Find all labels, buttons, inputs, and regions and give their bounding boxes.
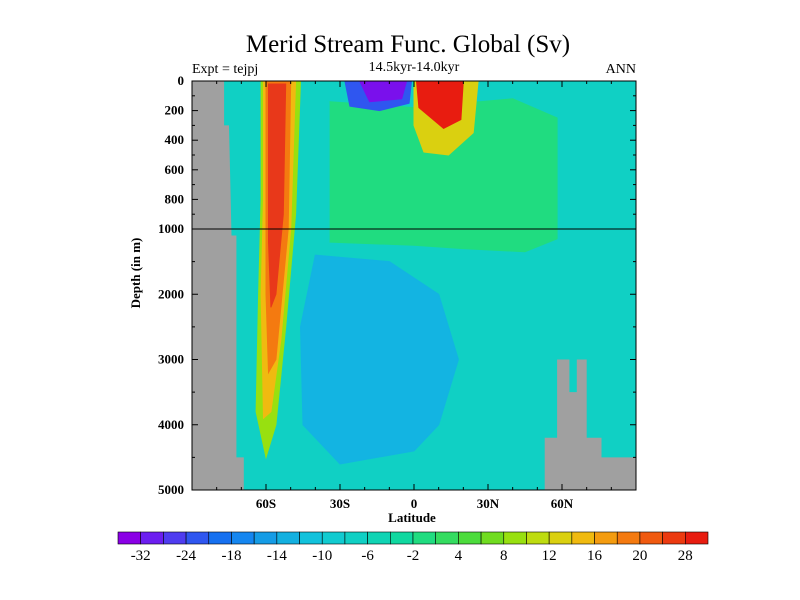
- colorbar-label: 20: [632, 548, 647, 564]
- y-tick-label: 600: [165, 162, 185, 177]
- colorbar-swatch: [526, 531, 550, 545]
- y-tick-label: 5000: [158, 482, 184, 497]
- y-tick-label: 400: [165, 132, 185, 147]
- x-tick-label: 30N: [477, 496, 500, 511]
- colorbar-swatch: [163, 531, 187, 545]
- colorbar-label: 16: [587, 548, 603, 564]
- chart-title: Merid Stream Func. Global (Sv): [246, 31, 570, 58]
- season-label: ANN: [606, 62, 636, 77]
- experiment-label: Expt = tejpj: [192, 62, 258, 77]
- x-axis-label: Latitude: [388, 510, 436, 525]
- colorbar-swatch: [458, 531, 482, 545]
- plot-area: [192, 80, 636, 490]
- y-tick-label: 2000: [158, 286, 184, 301]
- land-mask: [192, 81, 244, 490]
- colorbar-swatch: [253, 531, 278, 545]
- x-tick-label: 60N: [551, 496, 574, 511]
- colorbar-swatch: [117, 531, 141, 545]
- x-tick-label: 0: [411, 496, 418, 511]
- y-axis-label: Depth (in m): [128, 238, 143, 309]
- y-tick-label: 0: [178, 73, 185, 88]
- contour-region: [268, 83, 287, 308]
- colorbar-swatch: [231, 531, 255, 545]
- colorbar-label: -24: [176, 548, 196, 564]
- colorbar-swatch: [594, 531, 618, 545]
- colorbar-swatch: [548, 531, 573, 545]
- colorbar-swatch: [639, 531, 663, 545]
- x-tick-label: 30S: [330, 496, 350, 511]
- time-range-label: 14.5kyr-14.0kyr: [369, 60, 460, 75]
- colorbar-swatch: [412, 531, 436, 545]
- colorbar-label: -10: [312, 548, 332, 564]
- colorbar-label: 12: [542, 548, 557, 564]
- colorbar-swatch: [276, 531, 300, 545]
- colorbar-swatch: [208, 531, 232, 545]
- colorbar-swatch: [662, 531, 686, 545]
- colorbar-label: -2: [407, 548, 420, 564]
- land-mask: [544, 359, 636, 490]
- y-tick-label: 200: [165, 103, 185, 118]
- colorbar-label: -14: [267, 548, 287, 564]
- colorbar-swatch: [390, 531, 414, 545]
- colorbar: -32 -24 -18 -14 -10 -6 -2 4 8 12 16 20 28: [117, 531, 709, 564]
- y-tick-label: 1000: [158, 221, 184, 236]
- y-tick-label: 4000: [158, 417, 184, 432]
- colorbar-label: 28: [678, 548, 693, 564]
- colorbar-swatch: [616, 531, 641, 545]
- colorbar-swatch: [571, 531, 595, 545]
- colorbar-swatch: [503, 531, 527, 545]
- colorbar-label: -6: [361, 548, 374, 564]
- colorbar-swatch: [140, 531, 164, 545]
- colorbar-swatch: [321, 531, 346, 545]
- axes: 60S 30S 0 30N 60N 0 200 400 600 800 1000 2000 3000 40…: [158, 73, 637, 511]
- colorbar-label: 8: [500, 548, 508, 564]
- x-tick-label: 60S: [256, 496, 276, 511]
- colorbar-swatch: [344, 531, 368, 545]
- y-tick-label: 800: [165, 191, 185, 206]
- colorbar-swatch: [480, 531, 505, 545]
- contour-region: [299, 254, 459, 465]
- colorbar-label: -18: [221, 548, 241, 564]
- y-tick-label: 3000: [158, 352, 184, 367]
- colorbar-label: -32: [131, 548, 151, 564]
- colorbar-swatch: [185, 531, 210, 545]
- colorbar-swatch: [367, 531, 391, 545]
- colorbar-swatch: [435, 531, 459, 545]
- colorbar-swatch: [299, 531, 323, 545]
- colorbar-swatch: [685, 531, 709, 545]
- colorbar-label: 4: [455, 548, 463, 564]
